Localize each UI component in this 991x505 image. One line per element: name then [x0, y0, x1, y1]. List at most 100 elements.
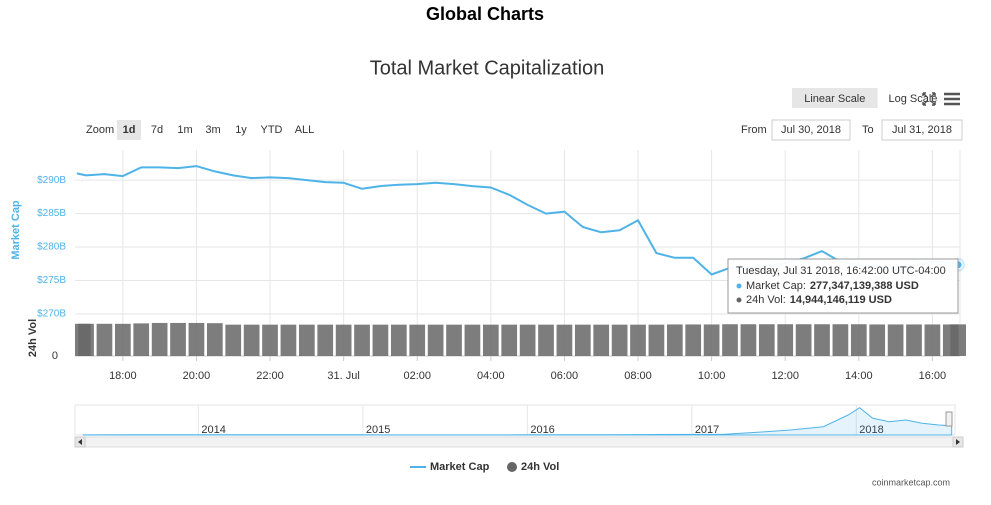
navigator-tick-label: 2017 — [695, 424, 719, 436]
tooltip-value: 277,347,139,388 USD — [810, 280, 919, 292]
x-tick-label: 08:00 — [624, 370, 652, 382]
volume-bar — [280, 324, 297, 356]
volume-bar — [501, 324, 518, 356]
x-tick-label: 04:00 — [477, 370, 505, 382]
volume-bar — [243, 324, 260, 356]
volume-bar — [924, 324, 941, 356]
y-tick-label: $285B — [37, 208, 66, 219]
volume-bar — [96, 323, 113, 356]
volume-bar — [317, 324, 334, 356]
scale-button-bg[interactable] — [792, 88, 878, 108]
scroll-left-arrow — [78, 439, 82, 445]
zoom-button[interactable]: 3m — [205, 124, 220, 136]
x-tick-label: 16:00 — [919, 370, 947, 382]
volume-bar — [869, 324, 886, 356]
volume-bar — [390, 324, 407, 356]
volume-bar — [777, 324, 794, 356]
chart-title: Total Market Capitalization — [370, 57, 605, 79]
tooltip-dot — [736, 283, 742, 289]
volume-bar — [133, 323, 150, 356]
scrollbar-track[interactable] — [74, 436, 956, 448]
volume-bar — [850, 324, 867, 356]
volume-bar — [170, 322, 186, 356]
volume-bar — [593, 324, 610, 356]
y-tick-label: $280B — [37, 242, 66, 253]
credit: coinmarketcap.com — [872, 477, 950, 487]
volume-bar — [409, 324, 426, 356]
x-tick-label: 20:00 — [183, 370, 211, 382]
zoom-button[interactable]: ALL — [295, 124, 315, 136]
scale-button[interactable]: Linear Scale — [804, 93, 865, 105]
tooltip-value: 14,944,146,119 USD — [790, 294, 892, 306]
zoom-button[interactable]: 1d — [123, 124, 136, 136]
market-cap-line — [76, 165, 959, 276]
volume-bar — [519, 324, 536, 356]
volume-bar — [464, 324, 481, 356]
volume-bar — [335, 324, 352, 356]
volume-bar — [758, 324, 775, 356]
to-label: To — [862, 124, 874, 136]
y2-tick-label: 0 — [52, 350, 58, 362]
legend-item[interactable]: Market Cap — [430, 461, 490, 473]
zoom-button[interactable]: 7d — [151, 124, 163, 136]
tooltip-box — [727, 258, 959, 314]
to-input[interactable]: Jul 31, 2018 — [892, 124, 952, 136]
x-tick-label: 02:00 — [403, 370, 431, 382]
volume-bar — [832, 324, 849, 356]
zoom-button[interactable]: 1m — [177, 124, 192, 136]
volume-bar — [722, 324, 738, 356]
navigator-tick-label: 2018 — [859, 424, 883, 436]
volume-bar — [906, 324, 922, 356]
page-title: Global Charts — [426, 4, 544, 24]
navigator-tick-label: 2014 — [201, 424, 225, 436]
volume-bar — [574, 324, 591, 356]
navigator-handle[interactable] — [945, 411, 953, 427]
tooltip-label: Market Cap: — [746, 280, 806, 292]
from-input[interactable]: Jul 30, 2018 — [781, 124, 841, 136]
volume-bar — [206, 323, 223, 356]
volume-bar — [482, 324, 499, 356]
volume-bar — [114, 323, 131, 356]
fullscreen-icon[interactable] — [922, 92, 936, 106]
y-tick-label: $275B — [37, 275, 66, 286]
x-tick-label: 18:00 — [109, 370, 137, 382]
volume-bar — [814, 324, 830, 356]
y-tick-label: $270B — [37, 309, 66, 320]
volume-bar — [78, 323, 94, 356]
volume-bar — [188, 322, 205, 356]
volume-bar — [556, 324, 573, 356]
volume-bar — [630, 324, 646, 356]
volume-bar — [887, 324, 904, 356]
volume-bar — [298, 324, 315, 356]
volume-bar — [611, 324, 628, 356]
y2-axis-title: 24h Vol — [27, 319, 39, 357]
to-input-box[interactable] — [881, 119, 963, 141]
legend-item[interactable]: 24h Vol — [521, 461, 559, 473]
x-tick-label: 06:00 — [551, 370, 579, 382]
volume-bar — [151, 322, 168, 356]
navigator-tick-label: 2016 — [530, 424, 554, 436]
from-input-box[interactable] — [771, 119, 851, 141]
menu-icon[interactable] — [944, 92, 960, 106]
from-label: From — [741, 124, 767, 136]
zoom-button[interactable]: YTD — [261, 124, 283, 136]
zoom-button-bg[interactable] — [117, 120, 141, 140]
volume-bar — [795, 324, 812, 356]
scroll-right-arrow — [956, 439, 960, 445]
x-tick-label: 14:00 — [845, 370, 873, 382]
volume-bar — [648, 324, 665, 356]
volume-bar — [685, 324, 702, 356]
volume-bar — [666, 324, 683, 356]
scale-button[interactable]: Log Scale — [888, 93, 937, 105]
volume-bar — [740, 324, 757, 356]
legend-dot — [507, 462, 517, 472]
zoom-button[interactable]: 1y — [235, 124, 247, 136]
volume-bar — [427, 324, 444, 356]
navigator-frame — [74, 404, 956, 436]
x-tick-label: 22:00 — [256, 370, 284, 382]
zoom-label: Zoom — [86, 124, 114, 136]
x-tick-label: 31. Jul — [327, 370, 359, 382]
volume-bar — [372, 324, 389, 356]
tooltip-label: 24h Vol: — [746, 294, 786, 306]
